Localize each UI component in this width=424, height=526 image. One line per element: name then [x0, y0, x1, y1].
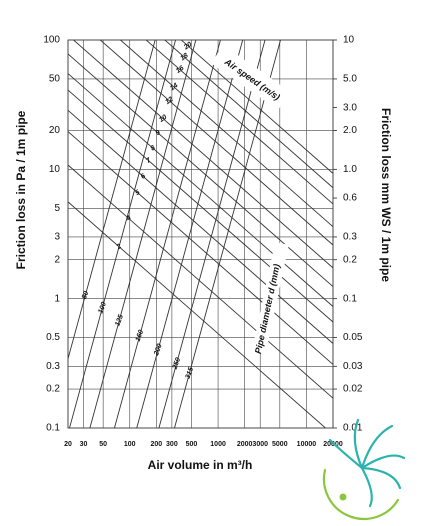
y2-tick-label: 0.01 — [343, 423, 363, 434]
speed-label: 6 — [140, 173, 147, 181]
y-tick-label: 1 — [54, 293, 60, 304]
speed-line — [99, 40, 333, 246]
speed-label: 14 — [169, 82, 179, 92]
y-tick-label: 10 — [49, 164, 61, 175]
y-tick-label: 100 — [43, 35, 60, 46]
diameter-line — [174, 40, 281, 428]
speed-line — [68, 164, 333, 399]
diameter-line — [114, 40, 221, 428]
diameter-label: 160 — [135, 329, 146, 342]
x-tick-label: 500 — [186, 441, 198, 448]
diameter-label: 100 — [97, 301, 108, 314]
diameter-line — [158, 40, 266, 428]
speed-line — [68, 109, 333, 344]
diameter-line — [68, 40, 156, 361]
lines — [68, 40, 333, 428]
speed-label: 20 — [182, 41, 193, 52]
y-tick-label: 2 — [54, 254, 60, 265]
y-tick-label: 0.1 — [46, 423, 60, 434]
y2-tick-label: 0.3 — [343, 232, 357, 243]
annotation-bg — [251, 242, 289, 355]
diameter-line — [89, 40, 197, 428]
y2-tick-label: 0.1 — [343, 293, 357, 304]
speed-line — [68, 89, 333, 323]
grid — [67, 39, 337, 429]
plot-frame — [67, 39, 334, 429]
speed-label: 8 — [149, 144, 156, 152]
y-tick-label: 0.3 — [46, 361, 60, 372]
speed-line — [164, 40, 333, 189]
speed-label: 7 — [145, 156, 153, 165]
y2-tick-label: 1.0 — [343, 164, 357, 175]
y-tick-label: 20 — [49, 125, 61, 136]
speed-label: 5 — [134, 189, 141, 197]
y2-axis-title: Friction loss mm WS / 1m pipe — [379, 108, 393, 282]
y2-tick-label: 10 — [343, 35, 355, 46]
diameter-label: 250 — [171, 357, 182, 371]
y-tick-label: 5 — [54, 203, 60, 214]
y2-tick-label: 0.02 — [343, 384, 363, 395]
annotation-bg — [210, 45, 291, 111]
labels: 0.10.20.30.512351020501000.010.020.030.0… — [43, 35, 363, 448]
speed-line — [119, 40, 333, 228]
y2-tick-label: 0.2 — [343, 254, 357, 265]
y-tick-label: 0.5 — [46, 332, 60, 343]
diameter-label: 80 — [81, 290, 90, 300]
diameter-label: 315 — [185, 366, 196, 379]
x-tick-label: 100 — [124, 441, 136, 448]
x-tick-label: 30 — [80, 441, 88, 448]
x-tick-label: 1000 — [210, 441, 226, 448]
speed-label: 16 — [175, 65, 185, 75]
speed-line — [72, 40, 333, 269]
x-tick-label: 50 — [99, 441, 107, 448]
x-tick-label: 200 — [150, 441, 162, 448]
speed-label: 18 — [179, 52, 189, 62]
speed-line — [145, 40, 333, 205]
y-tick-label: 50 — [49, 74, 61, 85]
speed-line — [68, 53, 333, 287]
y-tick-label: 0.2 — [46, 384, 60, 395]
speed-label: 12 — [164, 96, 174, 106]
y2-tick-label: 5.0 — [343, 74, 357, 85]
speed-label: 2 — [115, 243, 123, 252]
x-tick-label: 10000 — [297, 441, 317, 448]
y2-tick-label: 0.05 — [343, 332, 363, 343]
x-axis-title: Air volume in m³/h — [148, 458, 253, 472]
speed-line — [68, 201, 327, 428]
speed-line — [180, 40, 333, 174]
diameter-line — [136, 40, 244, 428]
y2-tick-label: 0.6 — [343, 193, 357, 204]
speed-label: 10 — [158, 114, 168, 124]
x-tick-label: 300 — [166, 441, 178, 448]
diameter-label: 125 — [114, 314, 125, 327]
diameter-label: 200 — [153, 343, 164, 357]
y-tick-label: 3 — [54, 232, 60, 243]
x-tick-label: 20 — [64, 441, 72, 448]
y-axis-title: Friction loss in Pa / 1m pipe — [14, 110, 28, 269]
x-tick-label: 3000 — [252, 441, 268, 448]
speed-label: 9 — [155, 129, 162, 137]
y2-tick-label: 2.0 — [343, 125, 357, 136]
y2-tick-label: 0.03 — [343, 361, 363, 372]
x-tick-label: 5000 — [272, 441, 288, 448]
x-tick-label: 2000 — [237, 441, 253, 448]
y2-tick-label: 3.0 — [343, 102, 357, 113]
speed-label: 4 — [125, 215, 133, 224]
logo — [322, 418, 406, 521]
speed-line — [68, 73, 333, 307]
diameter-line — [69, 40, 176, 428]
speed-line — [68, 131, 333, 365]
